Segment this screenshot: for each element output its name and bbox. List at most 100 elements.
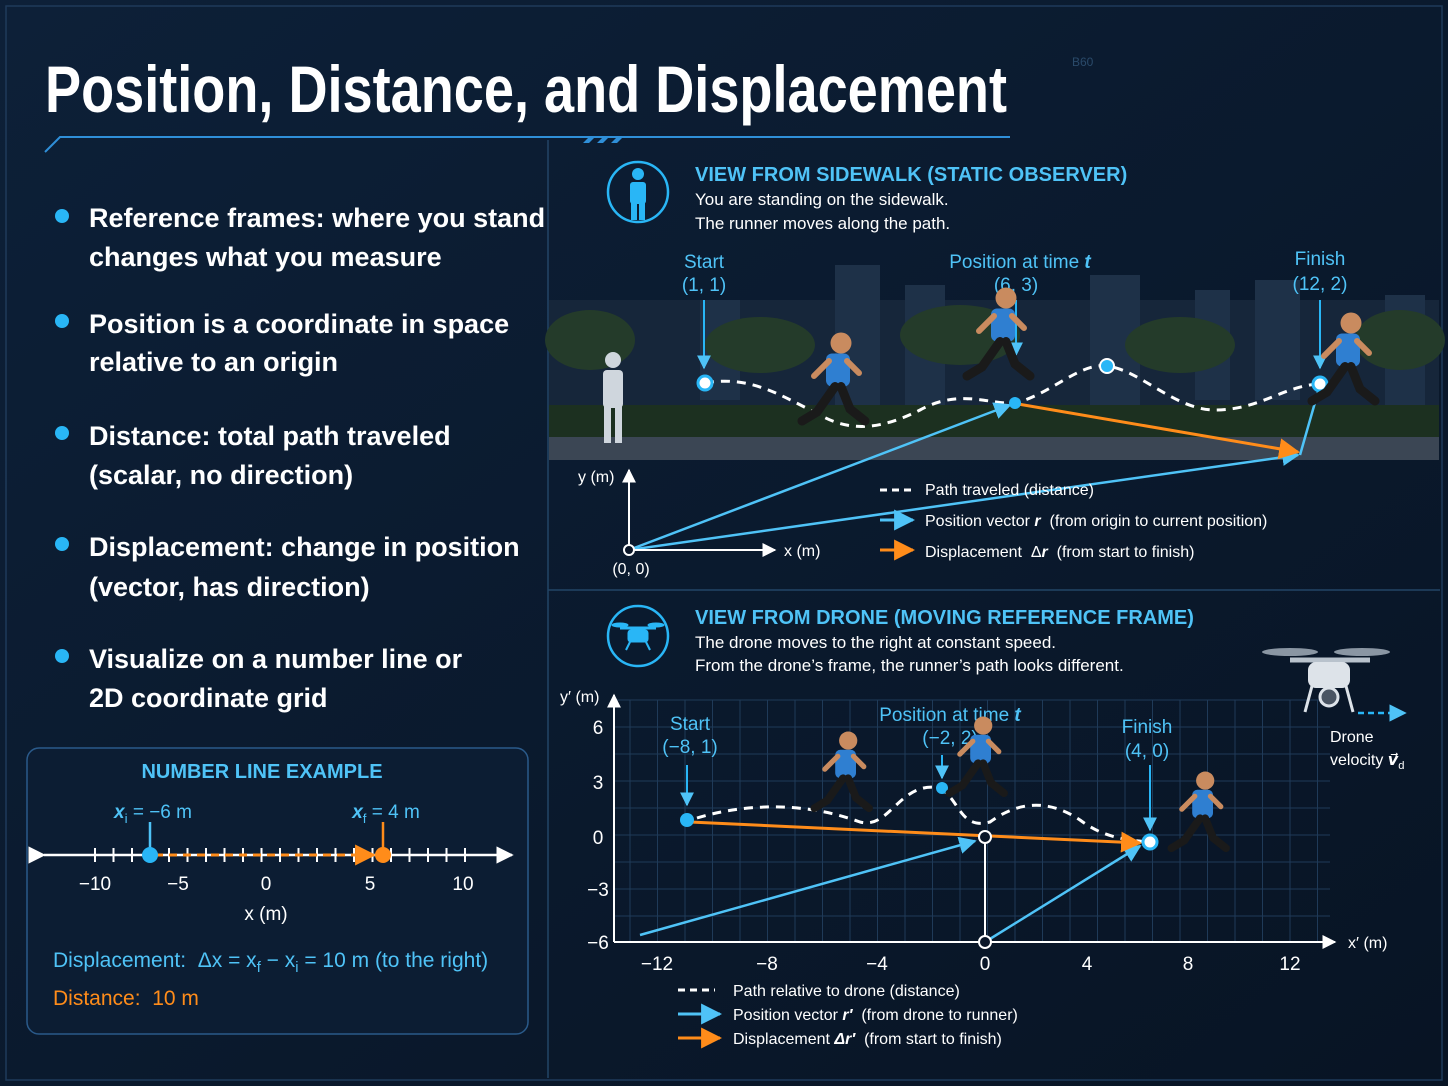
runner-arms <box>1321 338 1372 359</box>
text: Displacement: Δx = x <box>53 949 257 972</box>
person-icon <box>630 168 646 220</box>
bullet-text: Position is a coordinate in space <box>89 309 509 339</box>
tick-label: 10 <box>452 874 473 895</box>
text: (from origin to current position) <box>1041 513 1268 530</box>
text: (from start to finish) <box>855 1031 1002 1048</box>
bullet-text: Distance: total path traveled <box>89 421 451 451</box>
runner-head <box>1196 771 1215 790</box>
text: Displacement <box>733 1031 834 1048</box>
runner-legs <box>945 759 1008 798</box>
legend-text: Displacement Δr′ (from start to finish) <box>733 1031 1002 1048</box>
x-tick-label: −4 <box>866 954 888 975</box>
relative-path <box>696 785 1151 844</box>
y-tick-label: −3 <box>587 880 609 901</box>
start-point <box>142 847 158 863</box>
var: r <box>1042 544 1049 561</box>
x-tick-label: 8 <box>1183 954 1194 975</box>
axis-label: x (m) <box>244 904 287 925</box>
start-coords: (1, 1) <box>682 275 726 296</box>
runner-arms <box>811 358 862 379</box>
drone <box>1262 648 1390 713</box>
start-coords: (−8, 1) <box>662 737 717 758</box>
var: t <box>1084 252 1091 273</box>
var: r <box>1034 513 1041 530</box>
drone-origin <box>978 830 992 844</box>
start-label: Start <box>684 252 725 273</box>
text: Position at time <box>879 705 1014 726</box>
start-point <box>680 813 694 827</box>
bullet-text: Displacement: change in position <box>89 532 520 562</box>
drone-icon <box>611 622 665 651</box>
start-point <box>696 374 714 392</box>
x-tick-label: 4 <box>1082 954 1093 975</box>
sub: f <box>257 960 262 976</box>
legend-text: Displacement Δr (from start to finish) <box>925 544 1194 561</box>
runner-legs <box>810 774 873 813</box>
runner <box>810 731 873 813</box>
mid-point <box>936 782 948 794</box>
position-vector <box>628 448 1300 552</box>
text: Position vector <box>733 1007 842 1024</box>
displacement-text: Displacement: Δx = xf − xi = 10 m (to th… <box>53 949 488 976</box>
observer <box>603 352 623 443</box>
start-label: xi = −6 m <box>113 802 192 826</box>
x-tick-label: −8 <box>756 954 778 975</box>
bullet-text: Reference frames: where you stand <box>89 203 545 233</box>
runners <box>797 287 1380 853</box>
finish-coords: (4, 0) <box>1125 741 1169 762</box>
text: = 10 m (to the right) <box>298 949 488 972</box>
runner-shirt <box>970 734 991 764</box>
runner <box>1307 312 1380 406</box>
finish-label: Finish <box>1122 717 1173 738</box>
velocity-label: Drone <box>1330 729 1374 746</box>
text: = 4 m <box>366 802 419 823</box>
finish-label: Finish <box>1295 249 1346 270</box>
mid-coords: (−2, 2) <box>922 728 977 749</box>
bullet-text: relative to an origin <box>89 347 338 377</box>
bullet-text: 2D coordinate grid <box>89 683 328 713</box>
sub: f <box>363 811 367 826</box>
text: velocity <box>1330 752 1388 769</box>
distance-text: Distance: 10 m <box>53 987 199 1010</box>
icon-ring <box>606 160 670 224</box>
text: Position at time <box>949 252 1084 273</box>
runner-arms <box>957 738 1002 757</box>
origin <box>623 544 635 556</box>
runner-legs <box>797 382 870 426</box>
bullet-text: changes what you measure <box>89 242 442 272</box>
end-label: xf = 4 m <box>351 802 420 826</box>
end-point <box>375 847 391 863</box>
text: (from start to finish) <box>1048 544 1195 561</box>
runner-shirt <box>826 353 850 387</box>
y-tick-label: 0 <box>593 828 604 849</box>
bullet-text: (scalar, no direction) <box>89 460 353 490</box>
x-tick-label: 12 <box>1279 954 1300 975</box>
mid-label: Position at time t <box>949 252 1091 273</box>
var: x <box>351 802 364 823</box>
legend-text: Position vector r (from origin to curren… <box>925 513 1267 530</box>
runner-head <box>995 287 1017 309</box>
runner-legs <box>1167 814 1230 853</box>
sub: d <box>1398 760 1404 772</box>
runner <box>962 287 1035 381</box>
displacement-vector <box>1017 402 1301 460</box>
runner-legs <box>962 337 1035 381</box>
origin-label: (0, 0) <box>612 561 649 578</box>
legend-text: Position vector r′ (from drone to runner… <box>733 1007 1018 1024</box>
text: − x <box>261 949 296 972</box>
x-tick-label: 0 <box>980 954 991 975</box>
runner-head <box>974 716 993 735</box>
mid-point <box>1009 397 1021 409</box>
title-accent <box>583 137 623 143</box>
number-line-box: NUMBER LINE EXAMPLE xi = −6 m xf = 4 m −… <box>26 747 529 1035</box>
runner-arms <box>1179 793 1224 812</box>
position-vector <box>984 844 1142 944</box>
panel-text: The drone moves to the right at constant… <box>695 633 1056 652</box>
frame <box>5 5 1443 1081</box>
runner-head <box>830 332 852 354</box>
y-tick-label: 3 <box>593 773 604 794</box>
var: Δr′ <box>833 1031 856 1048</box>
var: x <box>113 802 126 823</box>
panel-heading: VIEW FROM DRONE (MOVING REFERENCE FRAME) <box>695 607 1194 629</box>
